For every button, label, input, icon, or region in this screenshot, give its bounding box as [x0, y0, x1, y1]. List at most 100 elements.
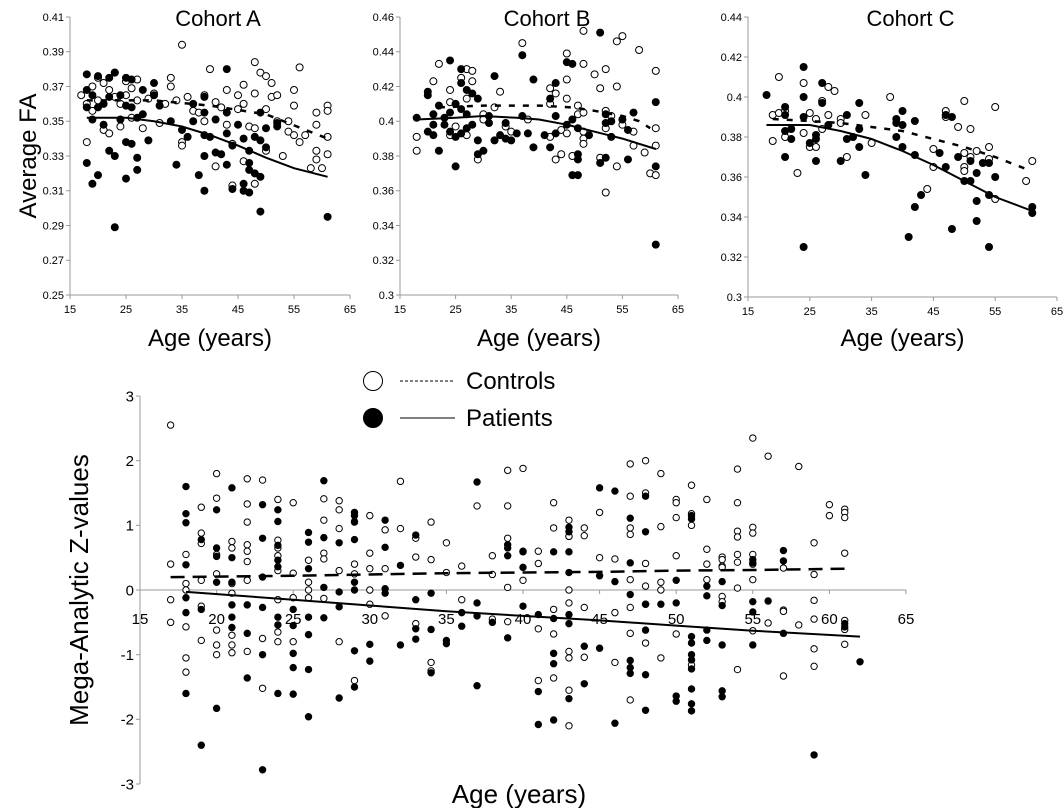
control-point [991, 103, 1000, 111]
series-patients [82, 65, 332, 232]
patient-point [212, 552, 221, 561]
control-point [612, 82, 621, 91]
control-point [641, 582, 650, 590]
patient-point [82, 103, 91, 112]
series-controls [166, 421, 849, 730]
patient-point [412, 531, 420, 539]
control-point [549, 630, 558, 638]
x-tick-label: 35 [505, 304, 517, 316]
control-point [262, 105, 270, 114]
patient-point [462, 85, 471, 94]
control-point [799, 79, 808, 87]
patient-point [595, 572, 604, 580]
patient-point [320, 477, 328, 485]
patient-point [641, 492, 650, 500]
control-point [810, 596, 818, 605]
patient-point [935, 149, 944, 157]
patient-point [457, 65, 466, 74]
control-point [396, 477, 405, 486]
y-axis-label: Mega-Analytic Z-values [64, 454, 94, 726]
patient-point [565, 528, 573, 536]
control-point [82, 138, 91, 147]
patient-point [256, 207, 265, 216]
patient-point [335, 694, 343, 702]
control-point [651, 66, 660, 75]
control-point [929, 145, 938, 153]
patient-point [473, 136, 482, 145]
patient-point [473, 150, 482, 159]
control-point [580, 653, 588, 661]
patient-point [991, 173, 1000, 181]
control-point [618, 32, 627, 41]
patient-point [350, 517, 359, 526]
control-point [197, 636, 205, 645]
patient-point [496, 131, 505, 140]
patient-point [350, 683, 359, 691]
control-point [312, 120, 321, 129]
controls-fit-line [86, 99, 329, 140]
control-point [350, 560, 359, 568]
patient-point [274, 506, 282, 514]
controls-fit-line [170, 567, 845, 579]
patient-point [468, 120, 477, 129]
y-tick-label: 2 [126, 453, 134, 470]
x-tick-label: 25 [285, 611, 302, 628]
control-point [243, 576, 251, 584]
control-point [503, 534, 512, 542]
patient-point [892, 133, 901, 141]
patient-point [396, 561, 405, 570]
x-tick-label: 35 [438, 611, 455, 628]
patient-point [155, 101, 164, 110]
control-point [183, 92, 192, 101]
patient-point [94, 171, 102, 180]
control-point [562, 49, 571, 58]
y-tick-label: 0.32 [721, 252, 742, 264]
patient-point [580, 642, 588, 650]
patient-point [687, 632, 696, 641]
patient-point [580, 680, 588, 688]
x-tick-label: 15 [64, 304, 76, 316]
control-point [320, 516, 328, 524]
patient-point [490, 72, 499, 81]
y-tick-label: 0.34 [373, 220, 394, 232]
patient-point [451, 132, 460, 141]
chart-title: Cohort A [175, 6, 261, 31]
patient-point [641, 528, 650, 536]
control-point [312, 108, 321, 117]
patients-fit-line [185, 590, 861, 638]
patient-point [194, 171, 203, 180]
patient-point [462, 124, 471, 133]
control-point [635, 46, 644, 55]
control-point [289, 638, 297, 646]
control-point [657, 522, 665, 531]
patient-point [568, 115, 577, 124]
y-tick-label: 1 [126, 518, 134, 535]
control-point [580, 603, 588, 612]
patient-point [551, 79, 560, 88]
control-point [320, 555, 328, 563]
patient-point [105, 73, 114, 82]
patient-point [641, 706, 650, 714]
patient-point [243, 601, 251, 609]
patient-point [818, 99, 827, 107]
patient-point [947, 113, 956, 121]
y-tick-label: 0.3 [727, 292, 742, 304]
patient-point [529, 75, 538, 84]
chart-title: Cohort B [504, 6, 591, 31]
patient-point [274, 621, 282, 629]
control-point [211, 162, 220, 171]
y-tick-label: 0.46 [373, 12, 394, 24]
control-point [350, 676, 359, 685]
patient-point [818, 79, 827, 87]
patient-point [811, 135, 820, 143]
y-tick-label: 0.33 [43, 151, 64, 163]
patient-point [88, 91, 97, 100]
patient-point [985, 243, 994, 251]
patient-point [289, 621, 297, 630]
x-tick-label: 15 [742, 306, 754, 318]
x-tick-label: 15 [132, 611, 149, 628]
control-point [243, 547, 251, 555]
control-point [496, 87, 505, 96]
control-point [1028, 157, 1037, 165]
